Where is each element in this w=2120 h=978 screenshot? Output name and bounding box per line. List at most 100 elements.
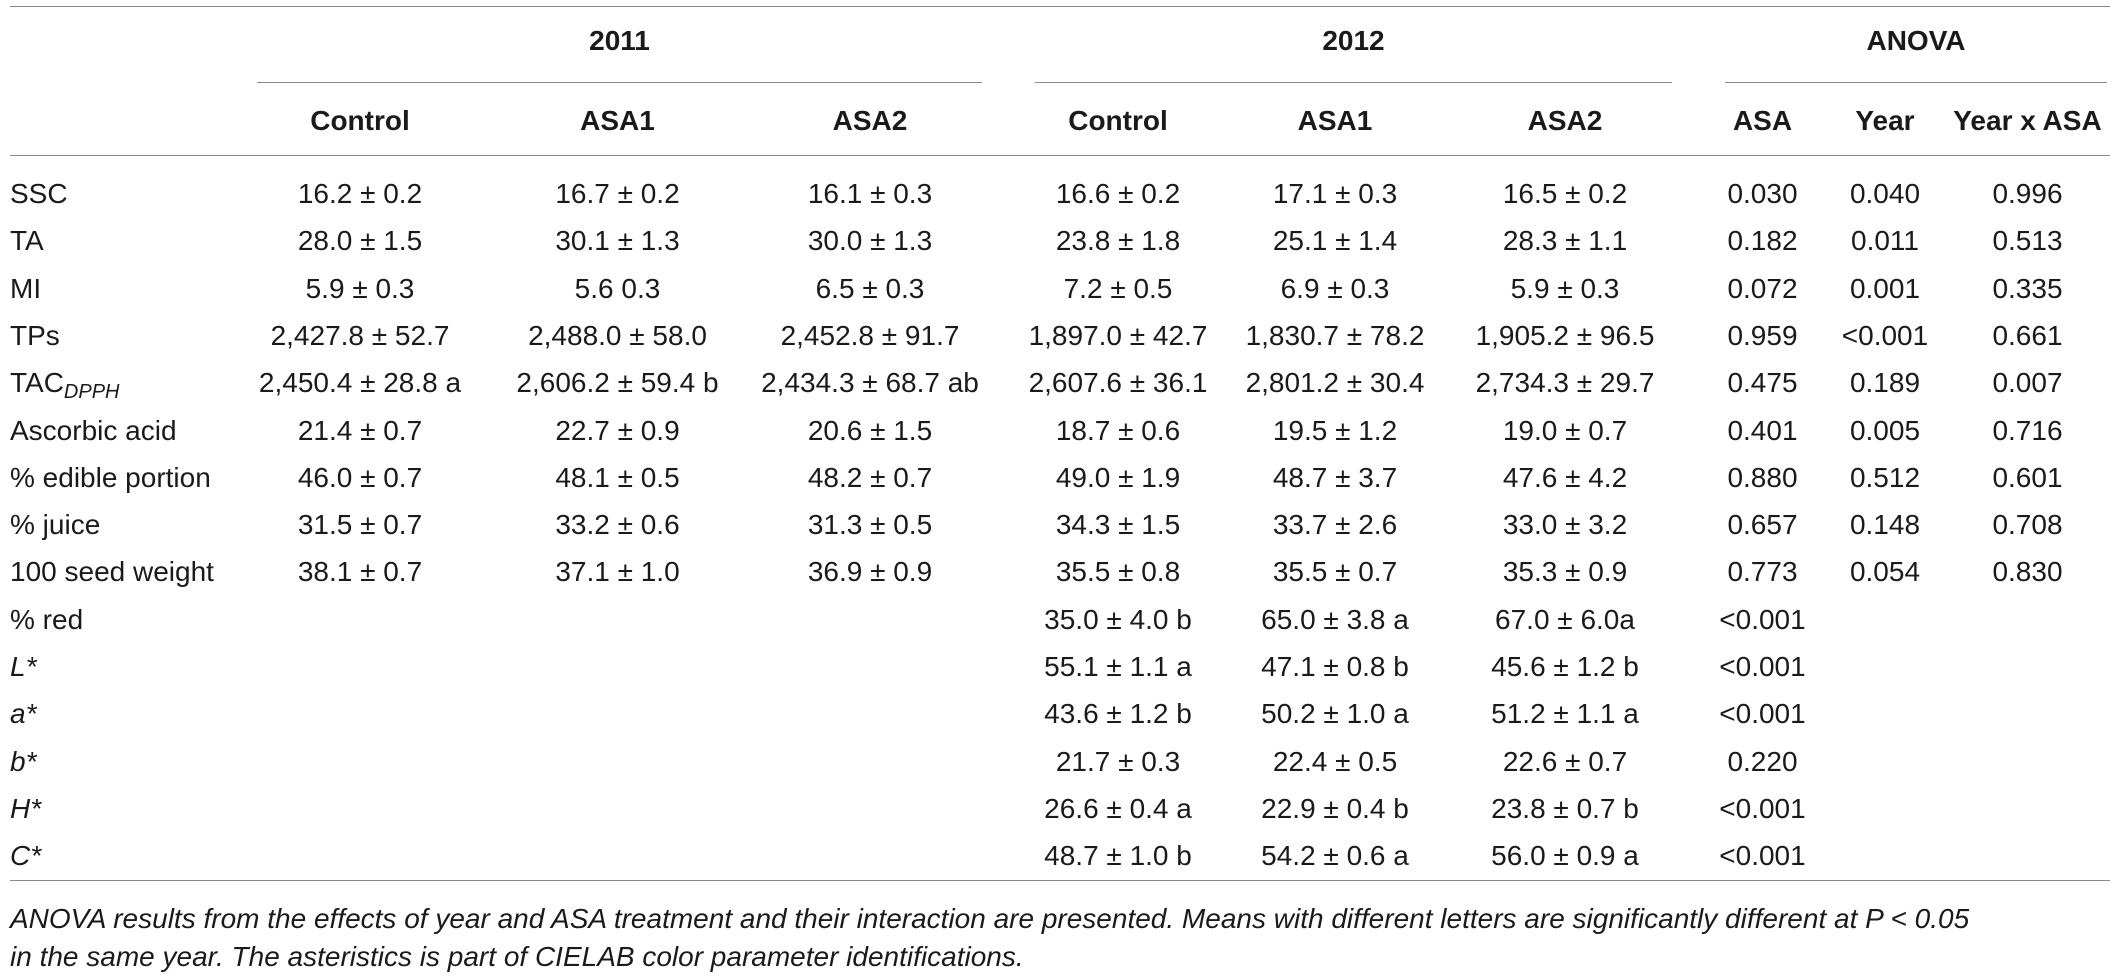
column-header: ASA1 [1297, 105, 1373, 136]
column-header: Year [1855, 105, 1915, 136]
column-header: ASA2 [1527, 105, 1603, 136]
table-cell: 25.1 ± 1.4 [1272, 225, 1398, 256]
table-cell: 0.601 [1992, 462, 2063, 493]
table-cell: 0.054 [1849, 556, 1921, 587]
row-label: TA [10, 224, 44, 258]
row-label-text: C* [10, 840, 42, 871]
row-label-text: TPs [10, 320, 60, 351]
table-cell: 46.0 ± 0.7 [297, 462, 423, 493]
table-cell: 38.1 ± 0.7 [297, 556, 423, 587]
table-cell: 19.0 ± 0.7 [1502, 415, 1628, 446]
column-header: ASA1 [580, 105, 655, 136]
row-label-text: % red [10, 604, 84, 635]
table-cell: 31.3 ± 0.5 [807, 509, 933, 540]
table-cell: 0.148 [1849, 509, 1921, 540]
footnote-line-2: in the same year. The asteristics is par… [10, 941, 1024, 972]
table-cell: 33.0 ± 3.2 [1502, 509, 1628, 540]
group-header-2011: 2011 [589, 25, 650, 56]
table-cell: 7.2 ± 0.5 [1063, 273, 1173, 304]
table-cell: 31.5 ± 0.7 [297, 509, 423, 540]
table-cell: 17.1 ± 0.3 [1272, 178, 1398, 209]
row-label-text: SSC [10, 178, 68, 209]
table-cell: 1,830.7 ± 78.2 [1245, 320, 1425, 351]
column-header: ASA [1732, 105, 1793, 136]
table-cell: 35.5 ± 0.8 [1055, 556, 1181, 587]
table-cell: 6.5 ± 0.3 [815, 273, 925, 304]
table-cell: 16.7 ± 0.2 [555, 178, 680, 209]
table-cell: 33.7 ± 2.6 [1272, 509, 1398, 540]
row-label-text: TA [10, 225, 44, 256]
table-cell: 0.335 [1992, 273, 2063, 304]
table-cell: 0.512 [1849, 462, 1921, 493]
column-header: Control [1068, 105, 1168, 136]
table-cell: 55.1 ± 1.1 a [1044, 651, 1192, 682]
table-cell: 23.8 ± 0.7 b [1491, 793, 1639, 824]
group-2011-underline [257, 82, 982, 83]
table-cell: 2,801.2 ± 30.4 [1245, 367, 1425, 398]
table-cell: 5.9 ± 0.3 [1510, 273, 1620, 304]
table-cell: 0.475 [1727, 367, 1798, 398]
row-label-text: % edible portion [10, 462, 211, 493]
row-label-text: L* [10, 651, 37, 682]
table-cell: 0.030 [1727, 178, 1798, 209]
row-label: 100 seed weight [10, 555, 214, 589]
row-label: % edible portion [10, 461, 211, 495]
table-cell: 20.6 ± 1.5 [807, 415, 933, 446]
table-cell: 67.0 ± 6.0a [1495, 604, 1635, 635]
table-cell: 47.1 ± 0.8 b [1261, 651, 1409, 682]
table-cell: 19.5 ± 1.2 [1272, 415, 1398, 446]
group-2012-underline [1035, 82, 1672, 83]
table-cell: 0.959 [1727, 320, 1798, 351]
row-label: MI [10, 272, 41, 306]
row-label: H* [10, 792, 41, 826]
table-cell: 33.2 ± 0.6 [555, 509, 680, 540]
table-cell: 0.996 [1992, 178, 2063, 209]
table-cell: <0.001 [1719, 651, 1806, 682]
table-cell: <0.001 [1841, 320, 1929, 351]
row-label: C* [10, 839, 41, 873]
table-cell: 49.0 ± 1.9 [1055, 462, 1181, 493]
table-cell: 22.7 ± 0.9 [555, 415, 680, 446]
row-label-text: Ascorbic acid [10, 415, 177, 446]
table-cell: 2,488.0 ± 58.0 [528, 320, 707, 351]
table-cell: <0.001 [1719, 793, 1806, 824]
row-label-text: a* [10, 698, 37, 729]
table-cell: 2,607.6 ± 36.1 [1028, 367, 1208, 398]
table-bottom-rule [10, 880, 2110, 881]
table-cell: 0.007 [1992, 367, 2063, 398]
table-cell: 0.040 [1849, 178, 1921, 209]
table-cell: 35.5 ± 0.7 [1272, 556, 1398, 587]
table-cell: 6.9 ± 0.3 [1280, 273, 1390, 304]
table-cell: 22.4 ± 0.5 [1272, 746, 1398, 777]
table-cell: 56.0 ± 0.9 a [1491, 840, 1639, 871]
table-cell: 2,450.4 ± 28.8 a [258, 367, 462, 398]
table-cell: 0.005 [1849, 415, 1921, 446]
table-cell: 18.7 ± 0.6 [1055, 415, 1181, 446]
row-label: % red [10, 603, 83, 637]
table-cell: 0.220 [1727, 746, 1798, 777]
row-label: TACDPPH [10, 366, 120, 409]
table-cell: 0.401 [1727, 415, 1798, 446]
table-cell: 16.2 ± 0.2 [297, 178, 423, 209]
row-label: TPs [10, 319, 60, 353]
table-cell: 0.189 [1849, 367, 1921, 398]
table-cell: 16.6 ± 0.2 [1055, 178, 1181, 209]
table-cell: 0.001 [1849, 273, 1921, 304]
group-header-2012: 2012 [1322, 25, 1385, 56]
header-bottom-rule [10, 155, 2110, 156]
table-cell: 16.5 ± 0.2 [1502, 178, 1628, 209]
table-cell: 23.8 ± 1.8 [1055, 225, 1181, 256]
table-cell: 0.716 [1992, 415, 2063, 446]
table-cell: 0.830 [1992, 556, 2063, 587]
table-cell: 2,434.3 ± 68.7 ab [761, 367, 979, 398]
table-cell: 48.2 ± 0.7 [807, 462, 933, 493]
table-cell: 0.513 [1992, 225, 2063, 256]
table-cell: 54.2 ± 0.6 a [1261, 840, 1409, 871]
row-label-subscript: DPPH [63, 381, 120, 403]
column-header: Year x ASA [1953, 105, 2102, 136]
row-label: L* [10, 650, 36, 684]
table-cell: 47.6 ± 4.2 [1502, 462, 1628, 493]
table-cell: 22.6 ± 0.7 [1502, 746, 1628, 777]
table-cell: 5.6 0.3 [574, 273, 661, 304]
